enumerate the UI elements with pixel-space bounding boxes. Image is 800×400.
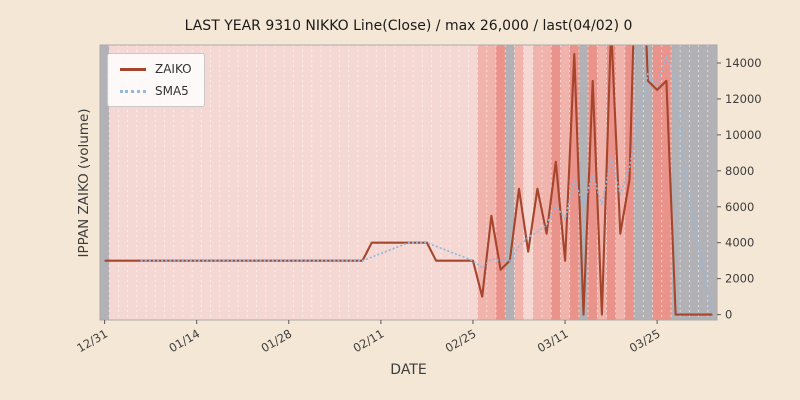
x-tick-label: 12/31 bbox=[74, 326, 110, 355]
x-tick-label: 01/28 bbox=[259, 326, 295, 355]
x-axis-label: DATE bbox=[390, 362, 427, 378]
legend-item-sma5: SMA5 bbox=[120, 84, 192, 98]
y-tick-label: 14000 bbox=[725, 56, 762, 70]
y-tick-label: 2000 bbox=[725, 272, 754, 286]
day-bands bbox=[100, 45, 717, 320]
y-tick-label: 10000 bbox=[725, 128, 762, 142]
y-tick-label: 8000 bbox=[725, 164, 754, 178]
x-axis-ticks: 12/31 01/14 01/28 02/11 02/25 03/11 03/25 bbox=[74, 320, 663, 355]
legend-label-sma5: SMA5 bbox=[155, 84, 189, 98]
x-tick-label: 02/11 bbox=[351, 326, 387, 355]
x-tick-label: 03/11 bbox=[535, 326, 571, 355]
legend-label-zaiko: ZAIKO bbox=[155, 62, 192, 76]
x-tick-label: 01/14 bbox=[166, 326, 202, 355]
legend: ZAIKO SMA5 bbox=[107, 53, 205, 107]
legend-item-zaiko: ZAIKO bbox=[120, 62, 192, 76]
y-axis-label: IPPAN ZAIKO (volume) bbox=[76, 108, 92, 258]
x-tick-label: 02/25 bbox=[443, 326, 479, 355]
plot-frame bbox=[99, 44, 718, 321]
x-tick-label: 03/25 bbox=[627, 326, 663, 355]
y-tick-label: 0 bbox=[725, 308, 732, 322]
sma5-line bbox=[140, 54, 714, 316]
chart-title: LAST YEAR 9310 NIKKO Line(Close) / max 2… bbox=[184, 18, 633, 34]
plot-area bbox=[100, 45, 717, 320]
y-tick-label: 4000 bbox=[725, 236, 754, 250]
y-tick-label: 6000 bbox=[725, 200, 754, 214]
y-tick-label: 12000 bbox=[725, 92, 762, 106]
y-axis-ticks: 0 2000 4000 6000 8000 10000 12000 14000 bbox=[717, 56, 762, 322]
sma5-line-swatch bbox=[120, 89, 146, 93]
zaiko-line-swatch bbox=[120, 67, 146, 71]
